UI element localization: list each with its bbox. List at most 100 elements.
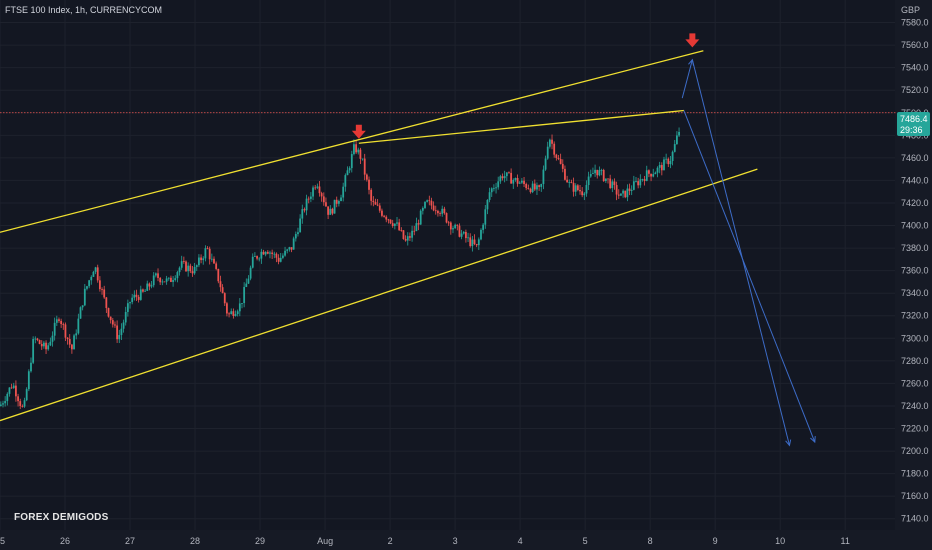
- candle-body: [630, 189, 633, 191]
- candle-body: [499, 176, 502, 182]
- candle-body: [180, 261, 183, 268]
- candle-body: [118, 335, 121, 340]
- x-tick-label: 11: [841, 536, 850, 546]
- candle-body: [262, 251, 265, 255]
- candle-body: [617, 194, 620, 196]
- candle-body: [279, 257, 282, 262]
- y-tick-label: 7220.0: [901, 424, 929, 434]
- candle-body: [217, 268, 220, 282]
- candle-body: [355, 144, 358, 153]
- candle-body: [79, 307, 82, 319]
- candle-body: [415, 223, 418, 232]
- candle-body: [404, 238, 407, 241]
- candle-body: [271, 252, 274, 254]
- candle-body: [210, 258, 213, 260]
- plot-area[interactable]: [0, 0, 895, 530]
- candle-body: [98, 280, 101, 290]
- candle-body: [482, 224, 485, 230]
- candle-body: [359, 149, 362, 159]
- candle-body: [628, 188, 631, 191]
- candle-body: [297, 232, 299, 235]
- candle-body: [133, 294, 136, 298]
- candle-body: [525, 183, 528, 189]
- candle-body: [157, 273, 159, 278]
- candle-body: [105, 297, 108, 309]
- candle-body: [452, 228, 454, 230]
- candle-body: [83, 288, 86, 306]
- candle-body: [277, 257, 280, 262]
- time-axis[interactable]: 25 26 27 28 29 Aug 2 3 4 5 8 9 10 11: [0, 536, 850, 546]
- candle-body: [219, 281, 222, 288]
- candle-body: [170, 277, 172, 282]
- candle-body: [432, 205, 435, 211]
- price-tag-bg: [897, 112, 930, 136]
- candle-body: [650, 173, 652, 177]
- channel-lines: [0, 50, 758, 422]
- candle-body: [557, 157, 560, 160]
- candle-body: [656, 167, 659, 173]
- candles: [0, 127, 680, 410]
- candle-body: [477, 239, 480, 246]
- candle-body: [234, 314, 237, 317]
- candle-body: [391, 223, 394, 226]
- candle-body: [622, 190, 624, 194]
- candle-body: [654, 172, 657, 175]
- candle-body: [62, 324, 65, 325]
- candle-body: [473, 239, 476, 245]
- chart-title: FTSE 100 Index, 1h, CURRENCYCOM: [5, 5, 162, 15]
- x-tick-label: 5: [583, 536, 588, 546]
- candle-body: [8, 387, 11, 394]
- candle-body: [135, 294, 138, 297]
- candle-body: [353, 144, 355, 155]
- candle-body: [400, 230, 403, 231]
- candle-body: [613, 181, 616, 186]
- candle-body: [492, 188, 495, 190]
- candle-body: [443, 208, 446, 214]
- projection-lines: [681, 58, 816, 447]
- candle-body: [47, 345, 50, 350]
- candle-body: [600, 170, 603, 171]
- candle-body: [615, 185, 618, 195]
- candle-body: [471, 239, 474, 247]
- candle-body: [583, 193, 586, 196]
- candle-body: [66, 337, 69, 340]
- candle-body: [671, 151, 674, 161]
- candle-body: [301, 209, 304, 219]
- price-tag-price: 7486.4: [900, 114, 928, 124]
- candle-body: [465, 231, 467, 239]
- candle-body: [529, 188, 532, 193]
- candle-body: [411, 230, 413, 238]
- candle-body: [589, 174, 592, 177]
- candle-body: [182, 261, 185, 262]
- candle-body: [454, 224, 457, 229]
- candle-body: [114, 324, 116, 326]
- candle-body: [538, 185, 541, 187]
- candle-body: [163, 281, 166, 283]
- candle-body: [607, 178, 609, 180]
- candle-body: [566, 179, 569, 183]
- candle-body: [36, 338, 39, 341]
- candle-body: [553, 143, 556, 155]
- candle-body: [73, 335, 75, 350]
- candle-body: [652, 174, 655, 177]
- candle-body: [531, 183, 534, 193]
- price-axis[interactable]: 7580.07560.07540.07520.07500.07480.07460…: [901, 18, 929, 524]
- x-tick-label: 4: [518, 536, 523, 546]
- arrow-markers: [351, 33, 700, 139]
- candle-body: [660, 165, 663, 171]
- candle-body: [187, 265, 190, 272]
- candle-body: [398, 222, 401, 231]
- candle-body: [587, 176, 590, 186]
- candle-body: [559, 159, 562, 164]
- candle-body: [325, 202, 327, 207]
- x-tick-label: 29: [255, 536, 265, 546]
- candle-body: [292, 238, 295, 250]
- candle-body: [43, 342, 45, 347]
- candle-body: [370, 189, 373, 201]
- candle-body: [561, 163, 564, 169]
- candle-body: [596, 169, 599, 176]
- candle-body: [361, 158, 364, 160]
- candle-body: [484, 209, 487, 225]
- y-tick-label: 7320.0: [901, 311, 929, 321]
